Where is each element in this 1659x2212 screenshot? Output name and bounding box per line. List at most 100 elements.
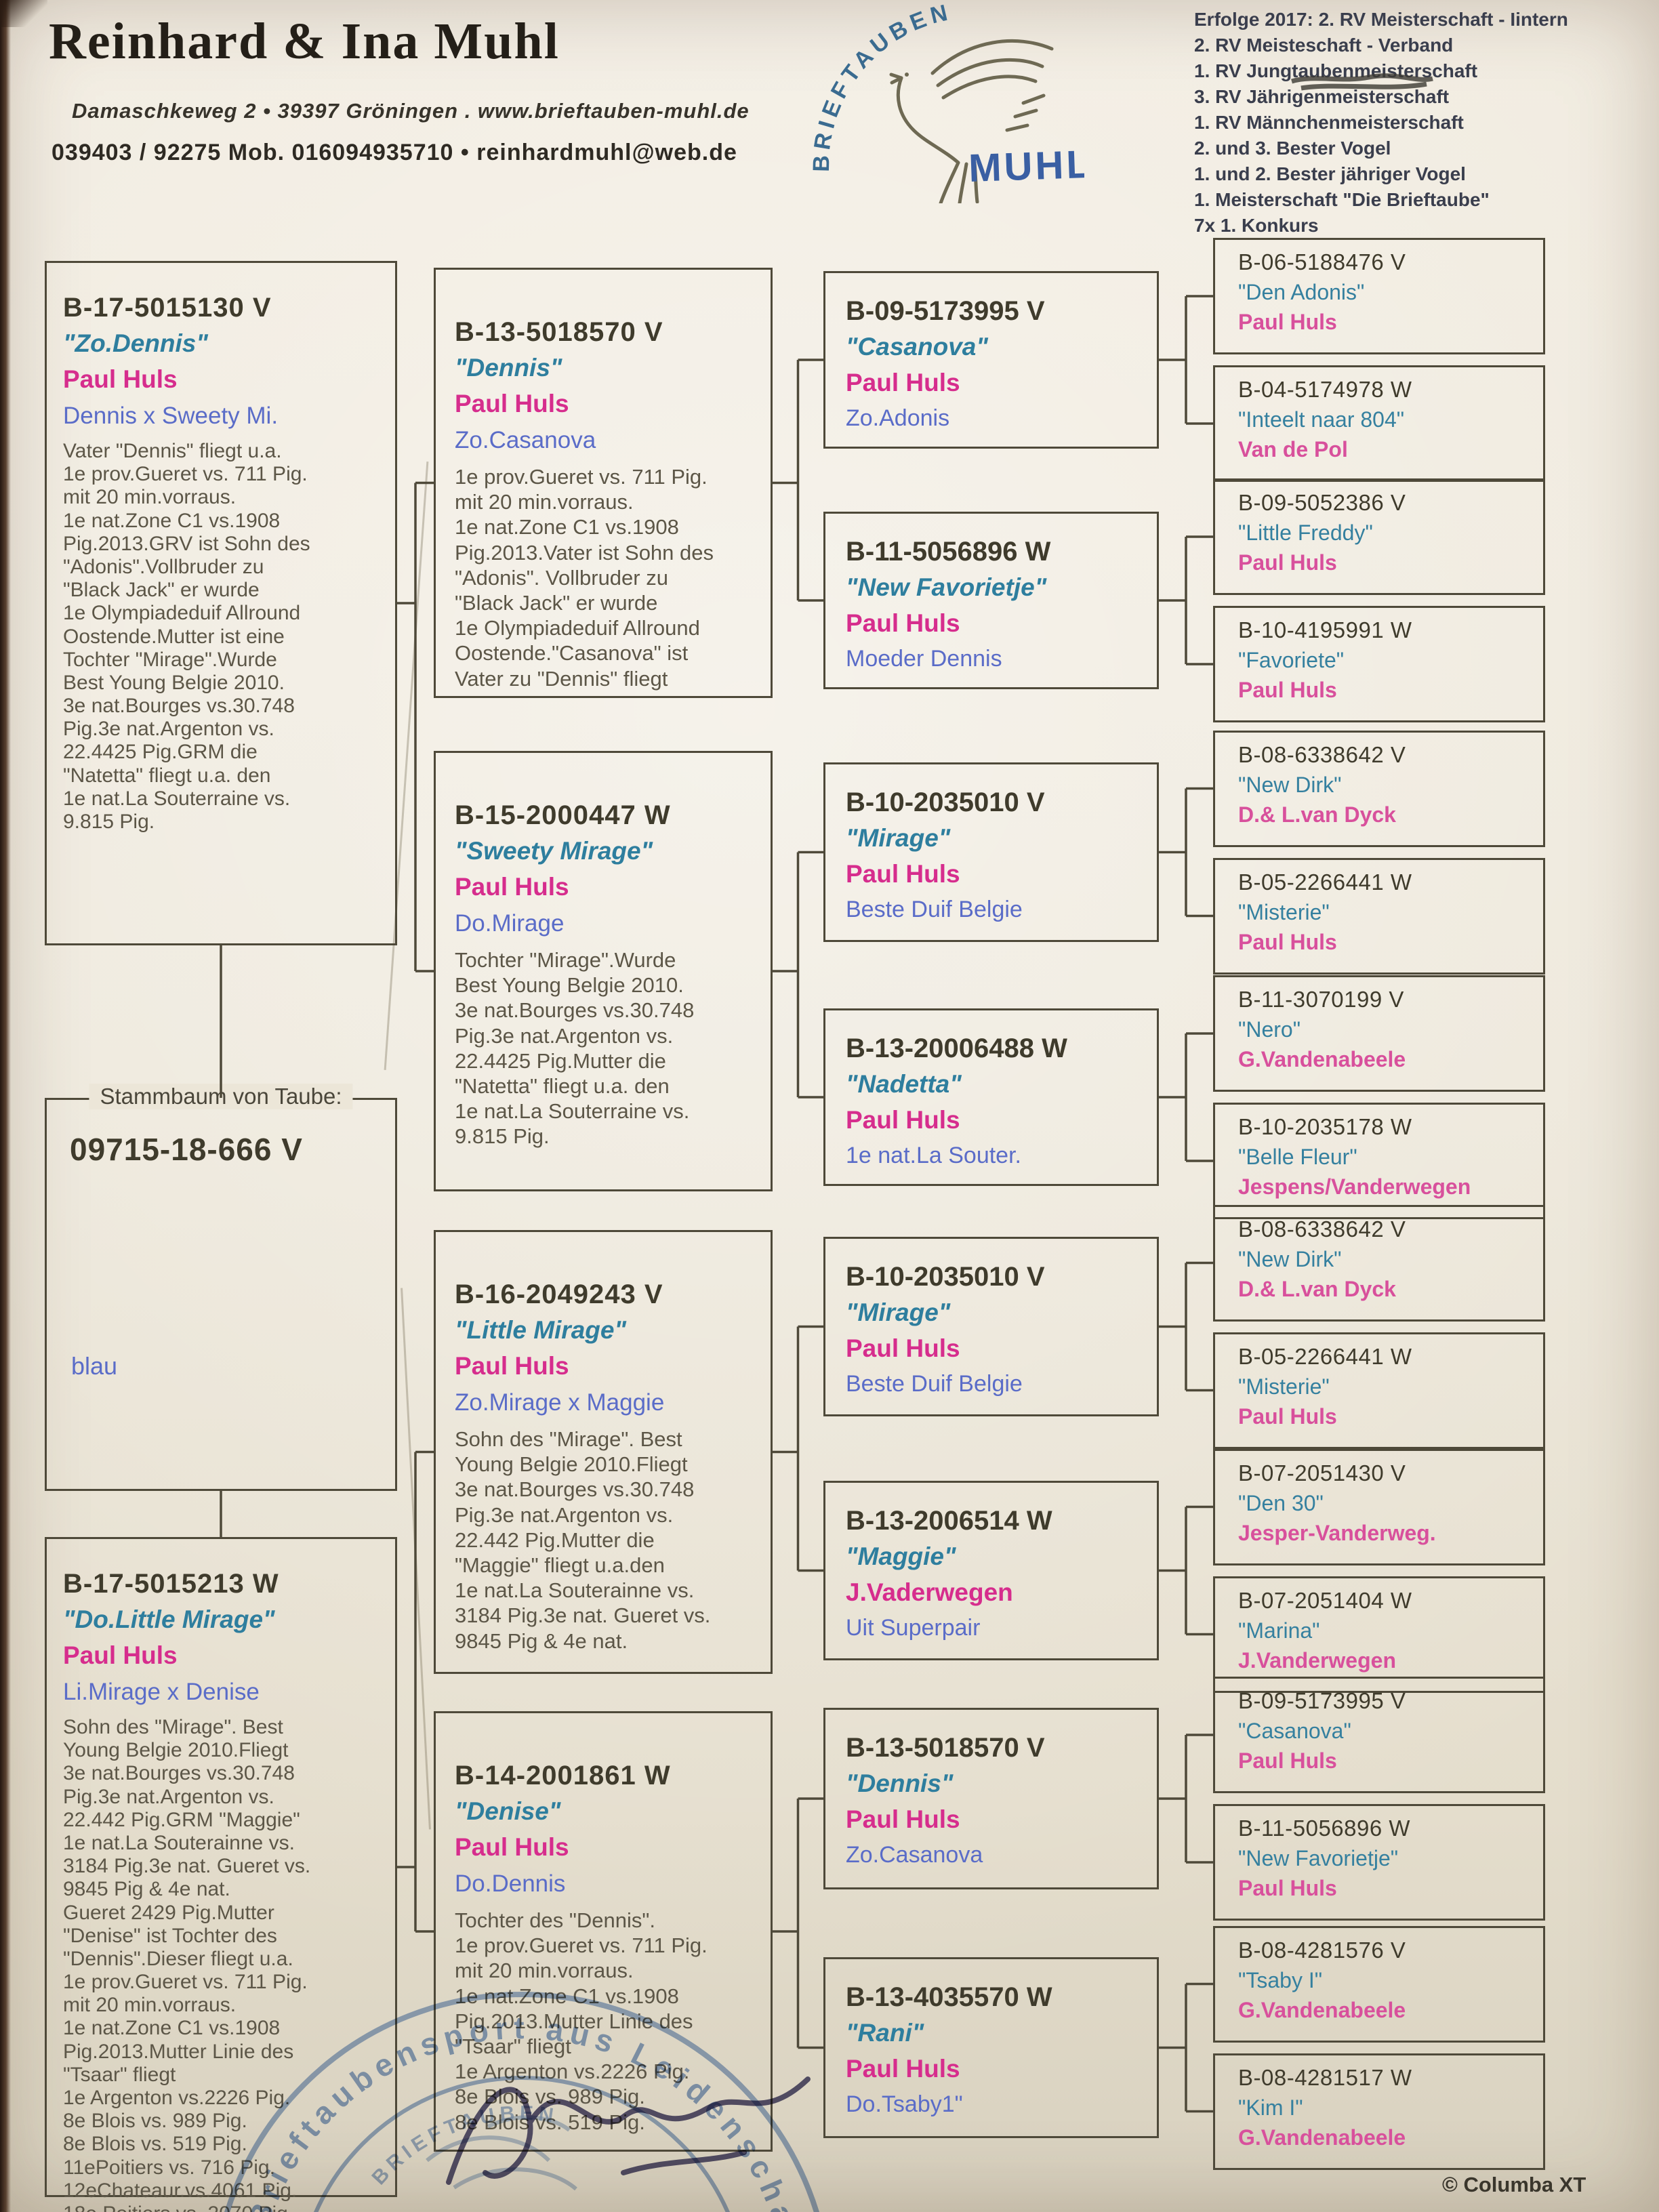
cross-line: Li.Mirage x Denise [63, 1679, 260, 1705]
ring-number: B-15-2000447 W [455, 800, 671, 830]
pigeon-name: "Belle Fleur" [1238, 1145, 1357, 1169]
pedigree-box-gen3-0: B-09-5173995 V "Casanova" Paul Huls Zo.Adon… [823, 271, 1159, 449]
pedigree-box-gen4-9: B-05-2266441 W "Misterie" Paul Huls [1213, 1332, 1545, 1449]
pigeon-name: "Sweety Mirage" [455, 837, 653, 865]
pigeon-name: "Do.Little Mirage" [63, 1605, 275, 1633]
breeder-name: Paul Huls [846, 860, 960, 888]
achievements-list: Erfolge 2017: 2. RV Meisterschaft - Iint… [1194, 7, 1655, 239]
ring-number: B-11-5056896 W [1238, 1816, 1411, 1841]
cross-line: Moeder Dennis [846, 646, 1002, 672]
ring-number: B-13-4035570 W [846, 1982, 1052, 2012]
cross-line: Zo.Mirage x Maggie [455, 1389, 665, 1416]
ring-number: B-17-5015130 V [63, 293, 272, 323]
pigeon-name: "Tsaby I" [1238, 1967, 1323, 1992]
pedigree-box-gen4-11: B-07-2051404 W "Marina" J.Vanderwegen [1213, 1576, 1545, 1693]
breeder-name: Paul Huls [1238, 310, 1337, 334]
pigeon-name: "New Dirk" [1238, 772, 1342, 797]
pedigree-box-gen4-8: B-08-6338642 V "New Dirk" D.& L.van Dyck [1213, 1204, 1545, 1322]
cross-line: Uit Superpair [846, 1615, 981, 1641]
pedigree-box-gen4-5: B-05-2266441 W "Misterie" Paul Huls [1213, 857, 1545, 975]
breeder-name: J.Vaderwegen [846, 1578, 1013, 1606]
ring-number: B-11-3070199 V [1238, 987, 1404, 1012]
pigeon-name: "New Favorietje" [1238, 1846, 1399, 1870]
cross-line: 1e nat.La Souter. [846, 1143, 1021, 1168]
subject-label: Stammbaum von Taube: [89, 1084, 353, 1109]
achievement-line: 2. und 3. Bester Vogel [1194, 138, 1391, 159]
ring-number: B-13-20006488 W [846, 1033, 1067, 1063]
loft-name-title: Reinhard & Ina Muhl [49, 13, 560, 70]
pedigree-box-gen2-2: B-16-2049243 V "Little Mirage" Paul Huls Zo… [434, 1230, 773, 1674]
pigeon-name: "Rani" [846, 2019, 924, 2047]
ring-number: B-08-4281517 W [1238, 2064, 1412, 2090]
cross-line: Do.Mirage [455, 910, 565, 937]
pigeon-name: "Casanova" [1238, 1719, 1351, 1743]
breeder-name: Paul Huls [846, 369, 960, 396]
dove-icon [889, 39, 1054, 203]
logo-wordmark: MUHL [968, 142, 1084, 190]
breeder-name: Paul Huls [846, 1334, 960, 1362]
pigeon-name: "Dennis" [846, 1769, 954, 1797]
breeder-name: Paul Huls [1238, 1748, 1337, 1773]
breeder-name: Paul Huls [846, 1805, 960, 1833]
paper-crease [401, 1288, 431, 1830]
achievement-line: 3. RV Jährigenmeisterschaft [1194, 86, 1450, 107]
ring-number: B-09-5052386 V [1238, 490, 1406, 515]
cross-line: Zo.Casanova [846, 1842, 983, 1868]
ring-number: B-14-2001861 W [455, 1761, 671, 1790]
ring-number: B-10-2035010 V [846, 787, 1045, 817]
pedigree-box-gen4-6: B-11-3070199 V "Nero" G.Vandenabeele [1213, 975, 1545, 1092]
performance-text: Sohn des "Mirage". Best Young Belgie 201… [455, 1427, 711, 1653]
achievement-line: 2. RV Meisteschaft - Verband [1194, 35, 1454, 56]
performance-text: Sohn des "Mirage". Best Young Belgie 201… [63, 1716, 311, 2212]
breeder-name: Jesper-Vanderweg. [1238, 1520, 1436, 1545]
breeder-name: Paul Huls [455, 390, 569, 417]
breeder-name: Paul Huls [1238, 1876, 1337, 1900]
pigeon-name: "Denise" [455, 1797, 561, 1825]
achievement-line: 1. Meisterschaft "Die Brieftaube" [1194, 189, 1490, 210]
ring-number: B-06-5188476 V [1238, 249, 1406, 274]
breeder-name: Paul Huls [455, 873, 569, 901]
ring-number: B-17-5015213 W [63, 1569, 279, 1599]
performance-text: Tochter "Mirage".Wurde Best Young Belgie… [455, 948, 695, 1149]
pedigree-box-gen4-12: B-09-5173995 V "Casanova" Paul Huls [1213, 1677, 1545, 1793]
breeder-name: D.& L.van Dyck [1238, 1276, 1396, 1301]
cross-line: Do.Tsaby1" [846, 2091, 963, 2117]
ring-number: B-07-2051430 V [1238, 1460, 1406, 1486]
breeder-name: Paul Huls [1238, 1404, 1337, 1429]
breeder-name: Paul Huls [455, 1833, 569, 1861]
photo-corner-shade [0, 0, 47, 27]
pedigree-box-gen3-2: B-10-2035010 V "Mirage" Paul Huls Beste Dui… [823, 762, 1159, 942]
breeder-name: Paul Huls [846, 1106, 960, 1134]
round-ink-stamp: Brieftaubensport aus Leidenschaft BRIEFT… [224, 1992, 819, 2212]
ring-number: B-13-2006514 W [846, 1506, 1052, 1536]
pedigree-box-gen1-0: B-17-5015130 V "Zo.Dennis" Paul Huls Dennis… [45, 261, 397, 945]
ring-number: B-09-5173995 V [1238, 1688, 1406, 1713]
pedigree-box-gen2-0: B-13-5018570 V "Dennis" Paul Huls Zo.Casano… [434, 268, 773, 698]
signature [446, 2076, 811, 2185]
pedigree-box-gen4-7: B-10-2035178 W "Belle Fleur" Jespens/Vande… [1213, 1103, 1545, 1219]
pedigree-box-gen3-7: B-13-4035570 W "Rani" Paul Huls Do.Tsaby1" [823, 1957, 1159, 2138]
breeder-name: Paul Huls [63, 365, 178, 393]
breeder-name: Paul Huls [455, 1352, 569, 1380]
pedigree-box-gen4-2: B-09-5052386 V "Little Freddy" Paul Huls [1213, 478, 1545, 595]
breeder-name: G.Vandenabeele [1238, 1997, 1406, 2022]
ring-number: B-05-2266441 W [1238, 1343, 1412, 1369]
ring-number: B-10-4195991 W [1238, 617, 1412, 642]
ring-number: B-07-2051404 W [1238, 1587, 1412, 1613]
ring-number: B-13-5018570 V [846, 1733, 1045, 1763]
ring-number: B-08-6338642 V [1238, 1216, 1406, 1242]
pigeon-name: "Little Mirage" [455, 1316, 627, 1344]
ring-number: B-09-5173995 V [846, 296, 1045, 326]
cross-line: Zo.Adonis [846, 405, 950, 431]
pigeon-name: "Casanova" [846, 333, 988, 361]
pigeon-name: "Den 30" [1238, 1490, 1324, 1515]
loft-contact: 039403 / 92275 Mob. 016094935710 • reinh… [52, 140, 737, 165]
ring-number: B-04-5174978 W [1238, 377, 1412, 402]
ring-number: B-08-6338642 V [1238, 741, 1406, 767]
achievement-line: 1. und 2. Bester jähriger Vogel [1194, 163, 1466, 184]
breeder-name: Paul Huls [1238, 929, 1337, 954]
pigeon-name: "Misterie" [1238, 899, 1330, 924]
pigeon-name: "Nero" [1238, 1017, 1301, 1042]
achievement-line: 1. RV Männchenmeisterschaft [1194, 112, 1464, 133]
